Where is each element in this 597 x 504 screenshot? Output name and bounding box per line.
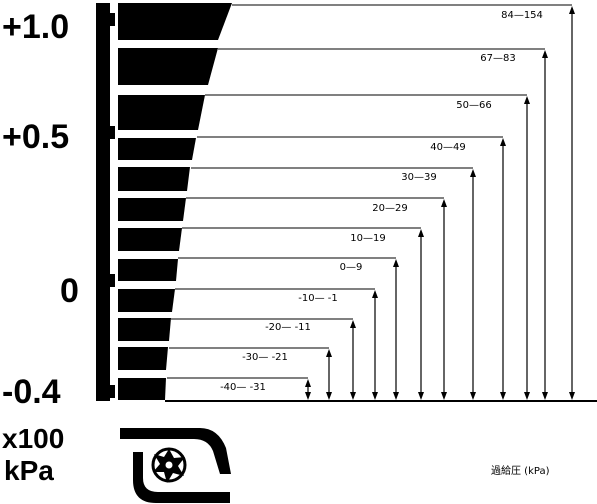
bar-segment-2 xyxy=(118,48,218,85)
bar-segment-10 xyxy=(118,318,171,341)
range-label: 30—39 xyxy=(401,172,436,183)
range-label: -40— -31 xyxy=(220,382,266,393)
arrow-head-up xyxy=(418,229,424,237)
range-label: -30— -21 xyxy=(242,352,288,363)
bar-segment-12 xyxy=(118,378,166,400)
range-label: 67—83 xyxy=(480,53,515,64)
arrow-head-up xyxy=(305,379,311,387)
unit-label-x100: x100 xyxy=(2,423,64,454)
arrow-head-up xyxy=(326,349,332,357)
range-indicator-11: -30— -21 xyxy=(169,347,332,400)
caption-boost-pressure: 過給圧 (kPa) xyxy=(491,464,550,477)
bar-segment-5 xyxy=(118,167,190,191)
range-label: -10— -1 xyxy=(298,293,337,304)
arrow-head-down xyxy=(441,392,447,400)
arrow-head-down xyxy=(569,392,575,400)
arrow-head-down xyxy=(418,392,424,400)
arrow-head-down xyxy=(326,392,332,400)
range-indicator-7: 10—19 xyxy=(182,227,424,400)
scale-label-plus-0-5: +0.5 xyxy=(2,118,69,156)
range-indicator-5: 30—39 xyxy=(191,167,476,400)
arrow-head-down xyxy=(350,392,356,400)
range-indicator-6: 20—29 xyxy=(186,197,447,400)
range-indicator-9: -10— -1 xyxy=(175,288,378,400)
range-indicator-1: 84—154 xyxy=(232,4,575,400)
range-indicator-8: 0—9 xyxy=(178,257,399,400)
turbocharger-icon xyxy=(120,428,231,503)
arrow-head-down xyxy=(393,392,399,400)
range-label: 20—29 xyxy=(372,203,407,214)
arrow-head-down xyxy=(305,392,311,400)
bar-segment-1 xyxy=(118,3,232,40)
bar-segment-11 xyxy=(118,347,168,370)
arrow-head-up xyxy=(542,50,548,58)
arrow-head-up xyxy=(569,6,575,14)
range-indicators: 84—154 67—83 50—66 40—49 30—39 20—29 10—19 0—9 -… xyxy=(167,4,575,400)
arrow-head-down xyxy=(500,392,506,400)
bar-segment-9 xyxy=(118,289,175,312)
range-indicator-12: -40— -31 xyxy=(167,377,311,400)
bar-segments xyxy=(118,3,232,400)
arrow-head-up xyxy=(500,138,506,146)
range-label: 0—9 xyxy=(340,262,363,273)
scale-label-plus-1: +1.0 xyxy=(2,8,69,46)
bar-segment-6 xyxy=(118,198,186,221)
scale-label-zero: 0 xyxy=(60,272,79,310)
range-label: 40—49 xyxy=(430,142,465,153)
bar-segment-8 xyxy=(118,259,178,281)
range-indicator-2: 67—83 xyxy=(218,48,548,400)
arrow-head-up xyxy=(393,259,399,267)
range-label: 10—19 xyxy=(350,233,385,244)
range-label: 50—66 xyxy=(456,100,491,111)
arrow-head-down xyxy=(542,392,548,400)
range-indicator-10: -20— -11 xyxy=(171,318,356,400)
scale-axis xyxy=(96,3,115,401)
bar-segment-4 xyxy=(118,138,196,160)
range-indicator-4: 40—49 xyxy=(197,136,506,400)
arrow-head-up xyxy=(372,290,378,298)
arrow-head-up xyxy=(350,320,356,328)
range-label: 84—154 xyxy=(501,10,543,21)
unit-label-kpa: kPa xyxy=(4,455,54,486)
arrow-head-down xyxy=(524,392,530,400)
arrow-head-up xyxy=(470,169,476,177)
bar-segment-7 xyxy=(118,228,182,251)
range-indicator-3: 50—66 xyxy=(205,94,530,400)
arrow-head-up xyxy=(441,199,447,207)
bar-segment-3 xyxy=(118,95,205,130)
arrow-head-down xyxy=(470,392,476,400)
arrow-head-up xyxy=(524,96,530,104)
scale-label-minus-0-4: -0.4 xyxy=(2,373,61,411)
range-label: -20— -11 xyxy=(265,322,311,333)
arrow-head-down xyxy=(372,392,378,400)
